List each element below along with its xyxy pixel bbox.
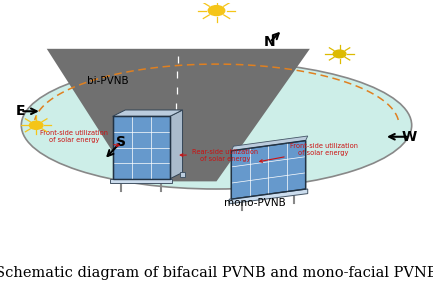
Polygon shape [231,136,308,151]
Text: W: W [402,130,417,144]
Text: Front-side utilization
of solar energy: Front-side utilization of solar energy [260,143,358,162]
Text: Rear-side utilization
of solar energy: Rear-side utilization of solar energy [180,149,258,161]
Polygon shape [113,116,170,179]
Text: E: E [16,104,25,118]
Text: N: N [264,35,275,50]
Polygon shape [110,179,172,183]
Polygon shape [113,110,183,116]
Circle shape [208,6,225,16]
Text: mono-PVNB: mono-PVNB [224,198,286,208]
Text: Front-side utilization
of solar energy: Front-side utilization of solar energy [40,130,119,146]
Polygon shape [181,173,185,177]
Polygon shape [231,141,306,199]
Ellipse shape [21,62,412,189]
Polygon shape [47,49,310,181]
Circle shape [29,121,43,129]
Text: S: S [116,135,126,149]
Text: Schematic diagram of bifacail PVNB and mono-facial PVNB: Schematic diagram of bifacail PVNB and m… [0,266,433,280]
Polygon shape [229,189,308,204]
Polygon shape [170,110,183,179]
Text: bi-PVNB: bi-PVNB [87,76,129,86]
Circle shape [333,50,346,58]
